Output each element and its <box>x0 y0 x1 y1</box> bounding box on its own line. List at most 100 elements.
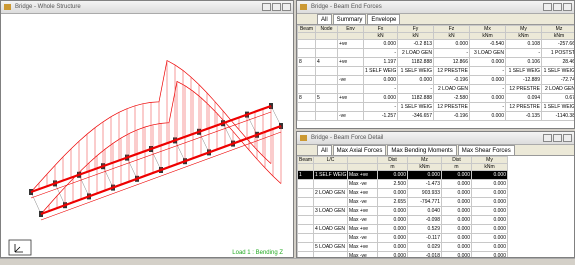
title-bar: Bridge - Whole Structure <box>1 1 293 14</box>
tab[interactable]: Max Axial Forces <box>333 145 387 155</box>
tab[interactable]: Envelope <box>367 14 400 24</box>
cell <box>314 234 348 243</box>
cell: -12.889 <box>506 76 542 85</box>
structure-view: Load 1 : Bending Z <box>1 14 293 258</box>
column-unit: m <box>378 164 408 171</box>
cell: - <box>470 85 506 94</box>
cell: 903.933 <box>408 189 442 198</box>
cell: Max +ve <box>348 207 378 216</box>
tab[interactable]: All <box>317 145 332 155</box>
cell: 0.029 <box>408 243 442 252</box>
cell: -0.2 813 <box>398 40 434 49</box>
cell: 0.529 <box>408 225 442 234</box>
cell: 0.108 <box>506 40 542 49</box>
cell <box>338 85 364 94</box>
cell: 12 PRESTRE <box>434 103 470 112</box>
cell: -0.196 <box>434 112 470 121</box>
tab[interactable]: Summary <box>333 14 367 24</box>
cell: -794.771 <box>408 198 442 207</box>
maximize[interactable] <box>553 134 562 142</box>
tab[interactable]: Max Bending Moments <box>387 145 456 155</box>
tab[interactable]: All <box>317 14 332 24</box>
column-unit <box>298 33 316 40</box>
cross-beam <box>31 192 41 214</box>
cell <box>316 112 338 121</box>
cell: 0.000 <box>378 216 408 225</box>
cell <box>314 216 348 225</box>
cell: 1.197 <box>364 58 398 67</box>
close[interactable] <box>563 134 572 142</box>
cell: 12.866 <box>434 58 470 67</box>
cell <box>298 198 314 207</box>
cell: 1 SELF WEIG <box>398 67 434 76</box>
table-row[interactable]: -2 LOAD GEN-3 LOAD GEN-1 POSTST <box>298 49 575 58</box>
cell: 3 LOAD GEN <box>314 207 348 216</box>
whole-structure-window: Bridge - Whole Structure Load 1 : Bendin… <box>0 0 294 258</box>
window-title: Bridge - Beam Force Detail <box>311 135 383 141</box>
tab[interactable]: Max Shear Forces <box>458 145 515 155</box>
cell: 0.000 <box>472 216 508 225</box>
cell: - <box>364 49 398 58</box>
cell: 4 <box>316 58 338 67</box>
cell <box>316 40 338 49</box>
cell: 2 LOAD GEN <box>314 189 348 198</box>
minimize[interactable] <box>543 3 552 11</box>
column-header: Fx <box>364 26 398 33</box>
cell: 0.000 <box>442 207 472 216</box>
close[interactable] <box>282 3 291 11</box>
cell: 1 SELF WEIG <box>364 67 398 76</box>
cell: 0.000 <box>378 189 408 198</box>
cell: -0.098 <box>408 216 442 225</box>
cell: -257.66 <box>542 40 575 49</box>
column-unit: m <box>442 164 472 171</box>
cell: 0.67 <box>542 94 575 103</box>
cell: 1 SELF WEIG <box>314 171 348 180</box>
app: Bridge - Whole Structure Load 1 : Bendin… <box>0 0 575 264</box>
cell: - <box>470 67 506 76</box>
column-header: Mz <box>408 157 442 164</box>
window-title: Bridge - Whole Structure <box>15 4 81 10</box>
minimize[interactable] <box>543 134 552 142</box>
cell: 0.000 <box>442 198 472 207</box>
cell: 0.000 <box>472 225 508 234</box>
minimize[interactable] <box>262 3 271 11</box>
cell: 0.000 <box>442 234 472 243</box>
maximize[interactable] <box>272 3 281 11</box>
cell: 0.000 <box>472 189 508 198</box>
cell: Max +ve <box>348 189 378 198</box>
cell: 1 SELF WEIG <box>542 103 575 112</box>
close[interactable] <box>563 3 572 11</box>
cell: - <box>398 85 434 94</box>
maximize[interactable] <box>553 3 562 11</box>
cell: Max +ve <box>348 171 378 180</box>
cell: - <box>470 103 506 112</box>
cell <box>298 234 314 243</box>
cell: 0.000 <box>472 198 508 207</box>
title-bar: Bridge - Beam Force Detail <box>297 132 574 145</box>
cell <box>338 67 364 76</box>
cell <box>314 180 348 189</box>
cell <box>298 243 314 252</box>
cell: -72.74 <box>542 76 575 85</box>
cell <box>298 49 316 58</box>
